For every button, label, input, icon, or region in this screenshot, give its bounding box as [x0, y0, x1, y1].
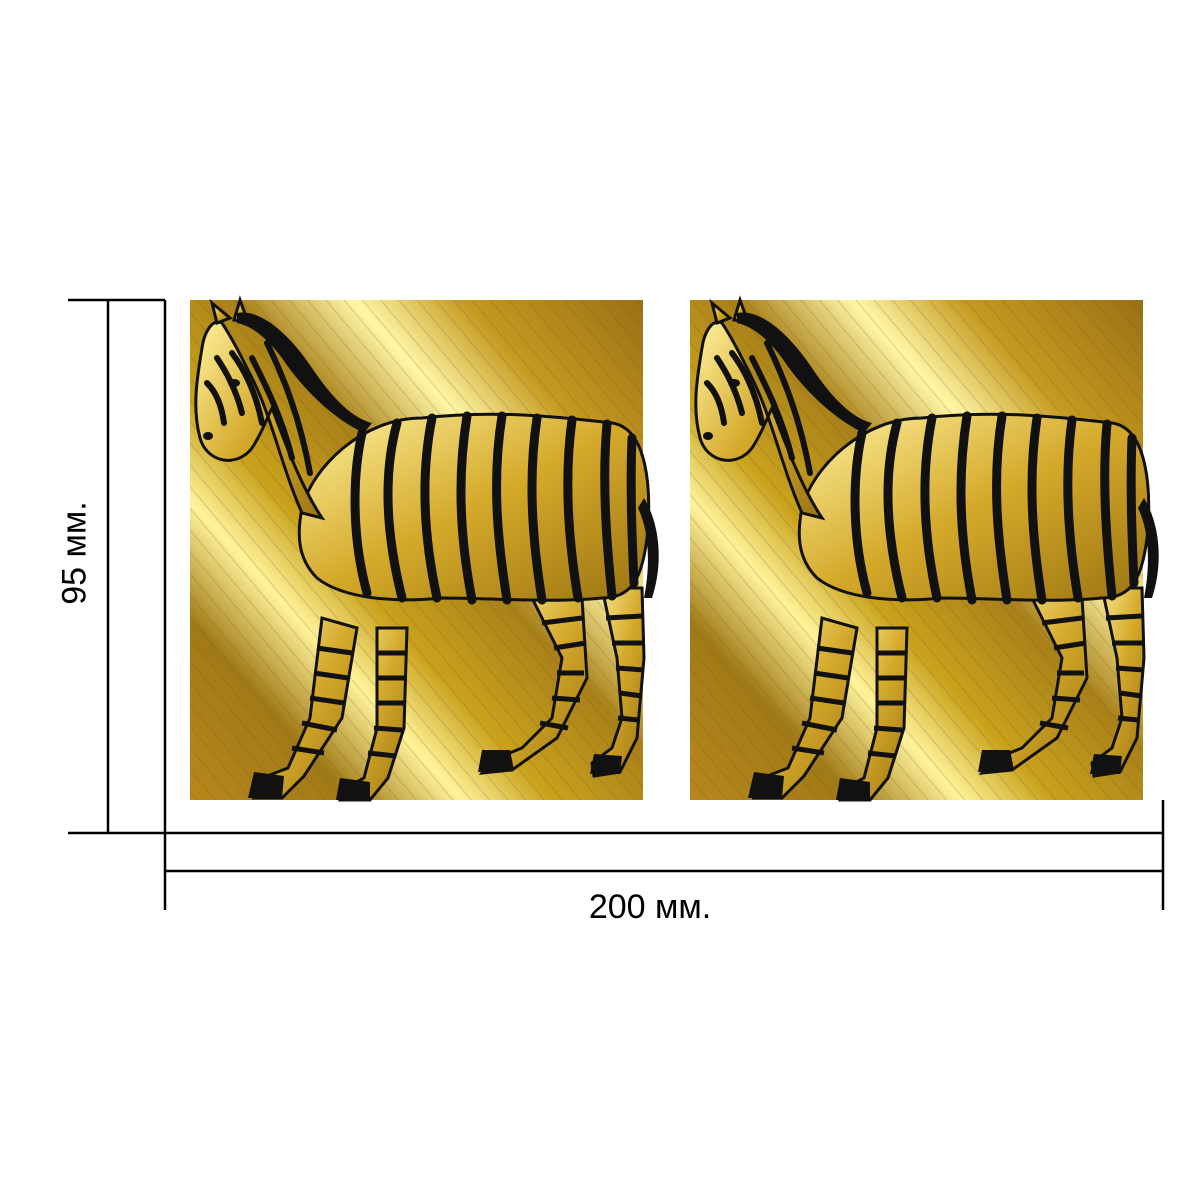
height-label: 95 мм. [55, 501, 94, 605]
zebra-panel-right [690, 300, 1159, 800]
zebra-panel-left [190, 300, 659, 800]
height-dimension-line [68, 298, 167, 835]
width-label: 200 мм. [588, 888, 712, 926]
width-dimension-line [163, 800, 1165, 910]
